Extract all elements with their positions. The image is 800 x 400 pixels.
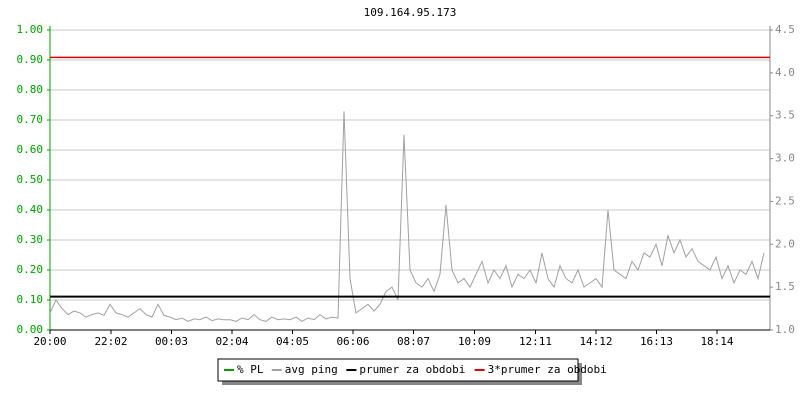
y-tick-label: 1.00	[17, 23, 44, 36]
legend-box	[217, 358, 579, 382]
y2-tick-label: 1.5	[775, 280, 795, 293]
y2-tick-label: 4.0	[775, 66, 795, 79]
y-tick-label: 0.00	[17, 323, 44, 336]
y2-tick-label: 3.0	[775, 152, 795, 165]
y-tick-label: 0.20	[17, 263, 44, 276]
x-tick-label: 10:09	[458, 335, 491, 348]
y-tick-label: 0.40	[17, 203, 44, 216]
ping-line	[49, 111, 765, 322]
x-tick-label: 00:03	[155, 335, 188, 348]
y-tick-label: 0.50	[17, 173, 44, 186]
x-tick-label: 14:12	[579, 335, 612, 348]
x-tick-label: 22:02	[94, 335, 127, 348]
legend-label: prumer za obdobi	[359, 363, 465, 376]
legend-label: % PL	[237, 363, 264, 376]
x-tick-label: 16:13	[640, 335, 673, 348]
x-tick-label: 06:06	[336, 335, 369, 348]
chart-title: 109.164.95.173	[364, 6, 457, 19]
y2-tick-label: 2.5	[775, 194, 795, 207]
x-tick-label: 18:14	[700, 335, 733, 348]
y-tick-label: 0.90	[17, 53, 44, 66]
y2-tick-label: 4.5	[775, 23, 795, 36]
y-tick-label: 0.60	[17, 143, 44, 156]
legend: % PL avg ping prumer za obdobi 3*prumer za …	[217, 358, 607, 385]
y-tick-label: 0.70	[17, 113, 44, 126]
x-tick-label: 20:00	[33, 335, 66, 348]
y-tick-label: 0.10	[17, 293, 44, 306]
y2-tick-label: 2.0	[775, 237, 795, 250]
x-tick-label: 12:11	[519, 335, 552, 348]
x-tick-label: 02:04	[215, 335, 248, 348]
x-tick-label: 04:05	[276, 335, 309, 348]
legend-label: avg ping	[285, 363, 338, 376]
y-tick-label: 0.80	[17, 83, 44, 96]
legend-label: 3*prumer za obdobi	[488, 363, 607, 376]
y-tick-label: 0.30	[17, 233, 44, 246]
y2-tick-label: 1.0	[775, 323, 795, 336]
y2-tick-label: 3.5	[775, 109, 795, 122]
x-tick-label: 08:07	[397, 335, 430, 348]
